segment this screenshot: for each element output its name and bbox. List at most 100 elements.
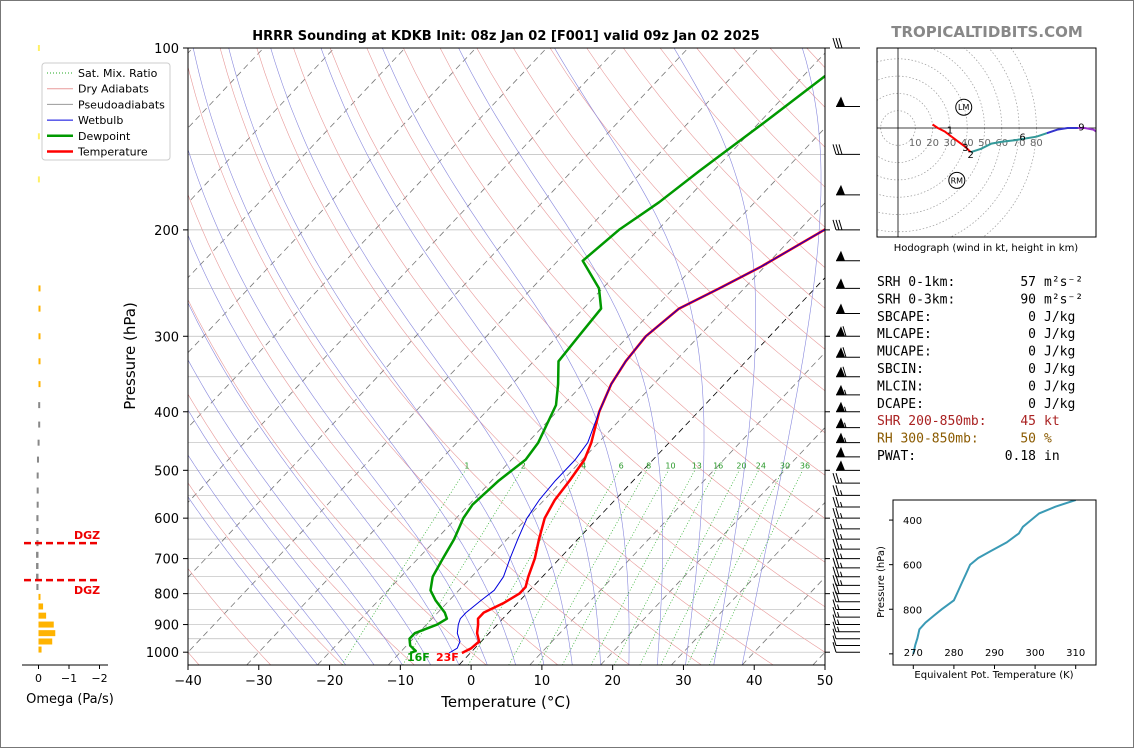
wind-barb bbox=[832, 566, 860, 578]
omega-bar bbox=[38, 603, 44, 610]
wind-barb bbox=[832, 144, 860, 155]
omega-bar bbox=[38, 402, 41, 409]
mixing-ratio-label: 8 bbox=[646, 461, 651, 470]
pseudoadiabat bbox=[192, 48, 516, 665]
y-tick-label: 1000 bbox=[146, 646, 179, 661]
dry-adiabat bbox=[188, 568, 272, 665]
storm-motion-label: LM bbox=[958, 103, 969, 112]
stat-label: MUCAPE: bbox=[877, 345, 932, 360]
stat-row: RH 300-850mb: 50% bbox=[877, 432, 1052, 447]
isotherm bbox=[188, 48, 689, 578]
omega-bar bbox=[38, 358, 41, 365]
mixing-ratio-label: 36 bbox=[800, 461, 810, 470]
theta-e-y-tick-label: 600 bbox=[903, 561, 922, 572]
dry-adiabat bbox=[293, 48, 825, 653]
stat-label: MLCIN: bbox=[877, 379, 924, 394]
pseudoadiabat bbox=[382, 48, 630, 665]
omega-bar bbox=[38, 646, 42, 653]
theta-e-x-tick-label: 290 bbox=[985, 648, 1004, 659]
wind-barb bbox=[836, 417, 860, 429]
hodograph-segment bbox=[932, 123, 953, 138]
hodograph-segment bbox=[951, 135, 972, 153]
omega-tick-label: −1 bbox=[61, 672, 77, 685]
wind-barb bbox=[836, 432, 860, 444]
stat-value: 0 bbox=[1028, 310, 1036, 325]
omega-tick-label: 0 bbox=[35, 672, 42, 685]
wind-barb bbox=[836, 347, 860, 358]
stat-unit: J/kg bbox=[1044, 310, 1075, 325]
chart-title: HRRR Sounding at KDKB Init: 08z Jan 02 [… bbox=[252, 29, 759, 44]
isotherm bbox=[458, 277, 825, 665]
pseudoadiabat bbox=[228, 48, 545, 665]
dry-adiabat bbox=[188, 193, 559, 665]
omega-bar bbox=[38, 305, 41, 312]
mixing-ratio-line bbox=[708, 470, 804, 665]
wind-barb bbox=[832, 219, 860, 231]
mixing-ratio-label: 20 bbox=[736, 461, 746, 470]
stat-value: 0 bbox=[1028, 327, 1036, 342]
dry-adiabat bbox=[256, 48, 774, 665]
stat-row: SRH 0-3km: 90 m²s⁻² bbox=[877, 292, 1083, 307]
hodograph-frame bbox=[876, 47, 1097, 238]
wind-barb bbox=[832, 548, 860, 560]
wetbulb-line bbox=[448, 228, 825, 654]
isotherm bbox=[671, 501, 825, 665]
wind-barb bbox=[832, 508, 860, 519]
wind-barb bbox=[832, 642, 860, 653]
mixing-ratio-line bbox=[341, 470, 466, 665]
stat-unit: J/kg bbox=[1044, 379, 1075, 394]
dry-adiabat bbox=[403, 48, 825, 519]
pseudoadiabat bbox=[188, 409, 375, 665]
dgz-label: DGZ bbox=[74, 584, 100, 597]
dry-adiabat bbox=[439, 48, 825, 476]
omega-bar bbox=[38, 421, 41, 428]
theta-e-line bbox=[912, 500, 1077, 655]
pseudoadiabat bbox=[458, 48, 663, 665]
surface-temperature-label: 23F bbox=[436, 651, 459, 664]
wind-barb bbox=[836, 303, 860, 314]
wind-barb bbox=[832, 37, 860, 49]
hodograph-segment bbox=[1077, 127, 1096, 133]
mixing-ratio-line bbox=[538, 470, 648, 665]
wind-barb bbox=[836, 184, 860, 196]
stat-row: SBCIN: 0 J/kg bbox=[877, 362, 1075, 377]
omega-bar bbox=[36, 456, 39, 463]
x-tick-label: 20 bbox=[604, 674, 621, 689]
hodograph-ring-label: 10 bbox=[909, 138, 922, 149]
mixing-ratio-line bbox=[508, 470, 620, 665]
stat-value: 50 bbox=[1020, 432, 1036, 447]
stat-unit: J/kg bbox=[1044, 345, 1075, 360]
pseudoadiabat bbox=[188, 148, 488, 665]
omega-bar bbox=[36, 472, 39, 479]
storm-motion-marker bbox=[955, 98, 973, 116]
omega-bar bbox=[36, 551, 39, 558]
wind-barb bbox=[836, 366, 860, 378]
stat-value: 0.18 bbox=[1005, 449, 1036, 464]
wind-barb bbox=[836, 384, 860, 396]
omega-bar bbox=[37, 176, 40, 183]
wind-barb bbox=[832, 607, 860, 618]
legend-label: Wetbulb bbox=[78, 114, 123, 127]
omega-bar bbox=[37, 439, 40, 446]
pseudoadiabat bbox=[188, 454, 347, 665]
wind-barb bbox=[832, 557, 860, 569]
dry-adiabat bbox=[219, 48, 702, 665]
stat-value: 0 bbox=[1028, 379, 1036, 394]
mixing-ratio-line bbox=[660, 470, 760, 665]
omega-bar bbox=[38, 638, 53, 645]
pseudoadiabat bbox=[188, 302, 431, 665]
legend-label: Sat. Mix. Ratio bbox=[78, 67, 158, 80]
dgz-label: DGZ bbox=[74, 529, 100, 542]
isotherm bbox=[188, 48, 547, 429]
stat-value: 0 bbox=[1028, 362, 1036, 377]
omega-bar bbox=[38, 285, 41, 292]
mixing-ratio-line bbox=[562, 470, 669, 665]
x-tick-label: −10 bbox=[387, 674, 414, 689]
omega-bar bbox=[36, 487, 39, 494]
wind-barb bbox=[836, 326, 860, 337]
isotherm bbox=[529, 352, 825, 665]
stat-row: MLCIN: 0 J/kg bbox=[877, 379, 1075, 394]
pseudoadiabat bbox=[673, 48, 756, 665]
dry-adiabat bbox=[586, 48, 825, 309]
stat-label: RH 300-850mb: bbox=[877, 432, 979, 447]
